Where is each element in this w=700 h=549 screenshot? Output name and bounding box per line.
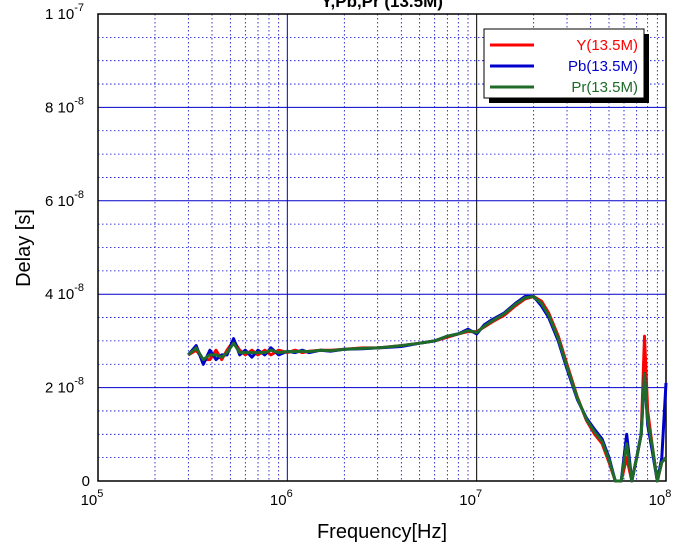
legend: Y(13.5M) Pb(13.5M) Pr(13.5M) [483, 28, 649, 103]
y-tick-label: 1 10-7 [45, 2, 84, 23]
series-line [187, 295, 668, 483]
y-axis-title: Delay [s] [13, 209, 35, 287]
x-tick-label: 105 [81, 488, 104, 509]
chart-title: Y,Pb,Pr (13.5M) [321, 0, 443, 11]
series-lines [187, 295, 668, 483]
legend-label: Pr(13.5M) [571, 79, 638, 96]
y-tick-label: 8 10-8 [45, 95, 84, 116]
y-tick-label: 0 [82, 473, 90, 490]
x-tick-label: 107 [459, 488, 482, 509]
x-tick-label: 106 [270, 488, 293, 509]
x-axis-title: Frequency[Hz] [317, 521, 447, 543]
plot-frame [97, 13, 667, 482]
y-tick-label: 2 10-8 [45, 376, 84, 397]
axis-ticks: 105 106 107 108 0 2 10-8 4 10-8 6 10-8 8 10-8 1 1… [45, 2, 671, 509]
y-tick-label: 4 10-8 [45, 282, 84, 303]
x-tick-label: 108 [649, 488, 672, 509]
y-tick-label: 6 10-8 [45, 189, 84, 210]
legend-label: Y(13.5M) [576, 37, 638, 54]
legend-label: Pb(13.5M) [568, 58, 638, 75]
